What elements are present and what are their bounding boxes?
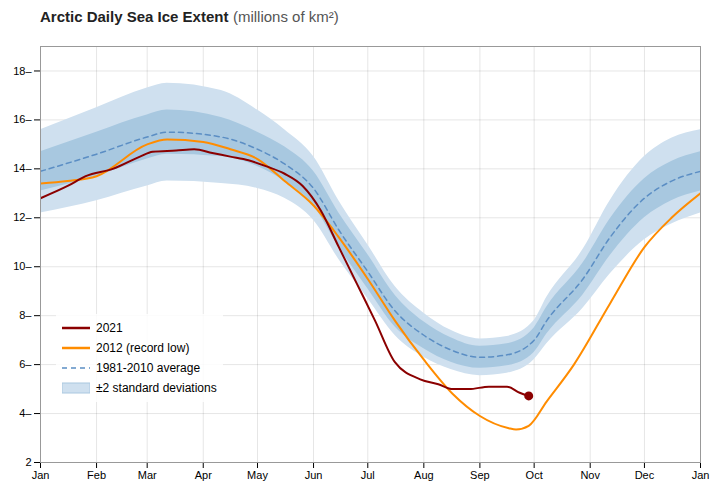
- html-text:±2 standard deviations: ±2 standard deviations: [96, 381, 217, 395]
- svg-text:Aug: Aug: [414, 469, 434, 481]
- svg-text:Jul: Jul: [361, 469, 375, 481]
- svg-text:Nov: Nov: [580, 469, 600, 481]
- svg-text:Jan: Jan: [692, 469, 710, 481]
- svg-text:14–: 14–: [13, 162, 32, 174]
- svg-text:10–: 10–: [13, 260, 32, 272]
- svg-text:Jan: Jan: [32, 469, 50, 481]
- svg-text:8–: 8–: [19, 309, 32, 321]
- svg-text:12–: 12–: [13, 211, 32, 223]
- svg-text:May: May: [247, 469, 268, 481]
- svg-text:Sep: Sep: [470, 469, 490, 481]
- svg-text:Apr: Apr: [195, 469, 212, 481]
- svg-text:16–: 16–: [13, 113, 32, 125]
- html-text:Arctic Daily Sea Ice Extent (m: Arctic Daily Sea Ice Extent (millions of…: [40, 8, 339, 25]
- html-text:2012 (record low): 2012 (record low): [96, 341, 190, 355]
- svg-text:Oct: Oct: [526, 469, 543, 481]
- svg-text:6–: 6–: [19, 358, 32, 370]
- svg-text:4–: 4–: [19, 407, 32, 419]
- svg-text:Feb: Feb: [87, 469, 106, 481]
- svg-text:Jun: Jun: [305, 469, 323, 481]
- html-text:1981-2010 average: 1981-2010 average: [96, 361, 201, 375]
- svg-text:Dec: Dec: [635, 469, 655, 481]
- svg-text:Mar: Mar: [138, 469, 157, 481]
- svg-text:2: 2: [25, 456, 31, 468]
- svg-text:18–: 18–: [13, 64, 32, 76]
- html-text:2021: 2021: [96, 321, 123, 335]
